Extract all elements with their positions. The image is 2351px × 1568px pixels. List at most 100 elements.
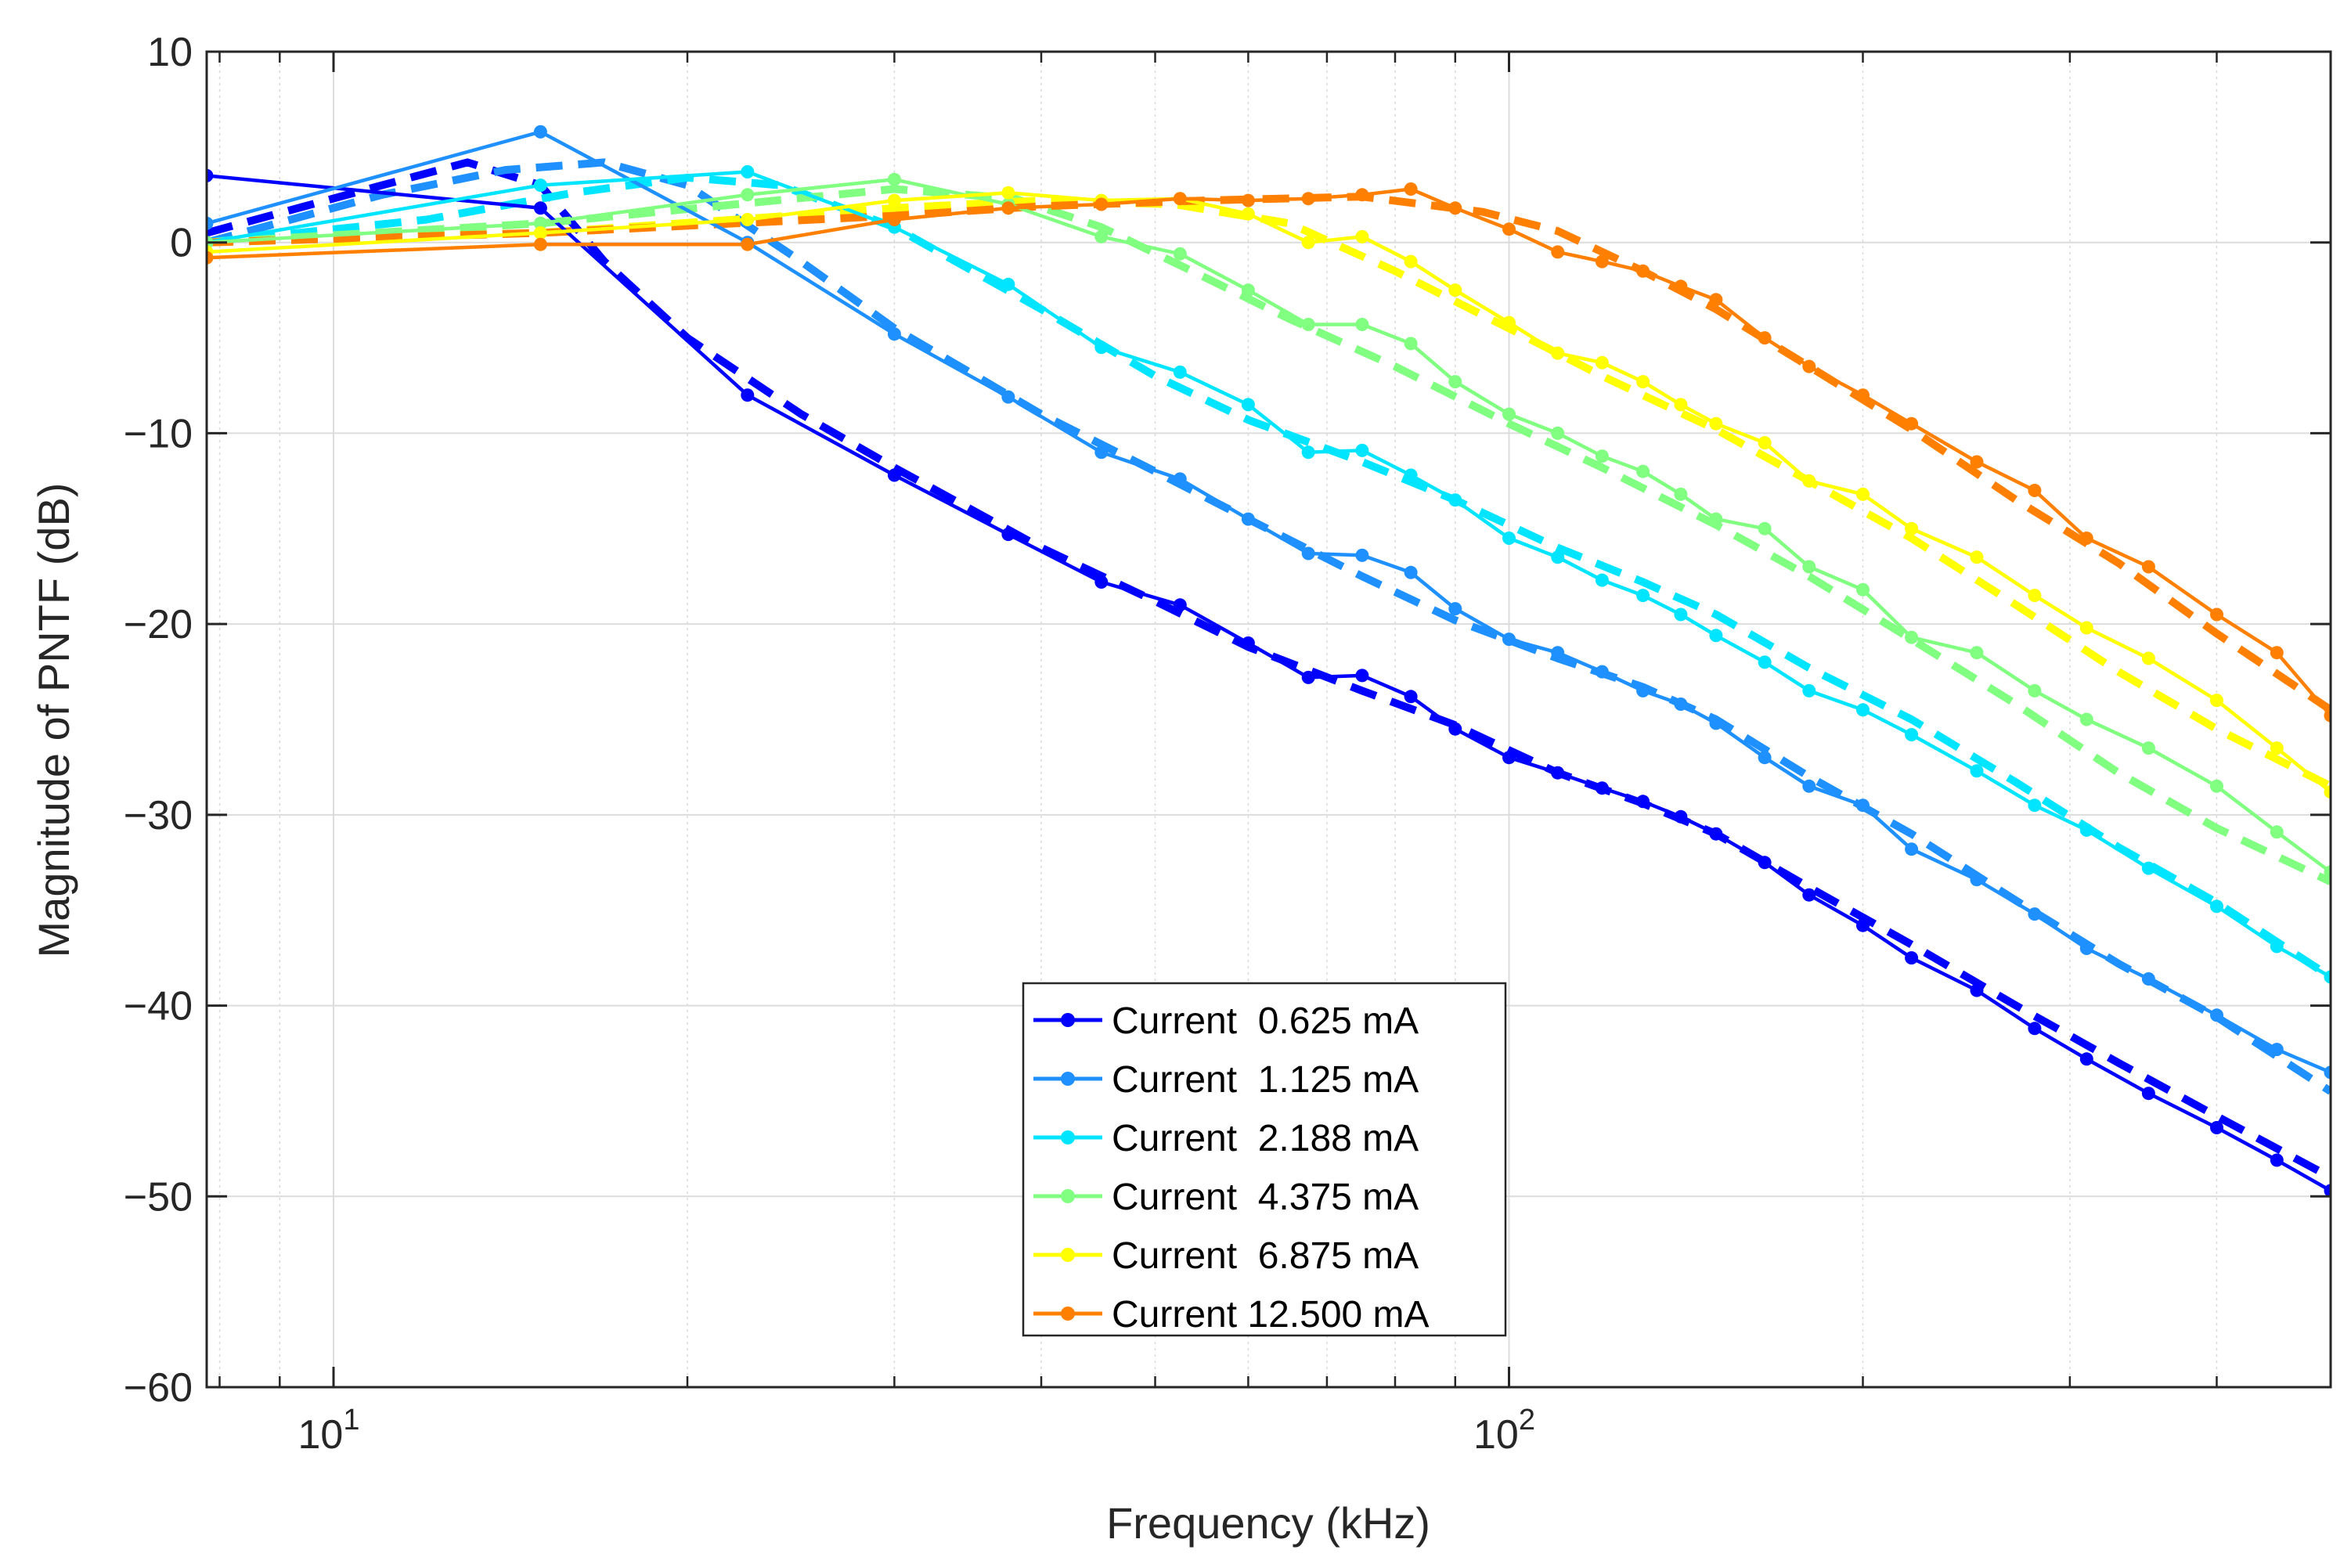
series-4-point	[741, 188, 755, 202]
series-1-point	[533, 201, 547, 215]
series-4-point	[2028, 683, 2042, 697]
series-6-point	[1502, 222, 1516, 236]
legend-label-5: Current 6.875 mA	[1112, 1235, 1419, 1277]
series-6-point	[741, 237, 755, 251]
series-4-point	[1905, 630, 1919, 644]
series-1-point	[1404, 690, 1418, 704]
series-1-point	[2210, 1121, 2223, 1134]
y-axis-label: Magnitude of PNTF (dB)	[29, 483, 78, 958]
series-2-point	[1448, 602, 1462, 616]
legend-marker-5	[1061, 1248, 1075, 1262]
legend-label-2: Current 1.125 mA	[1112, 1059, 1419, 1101]
series-2-point	[2270, 1043, 2284, 1057]
series-3-point	[2028, 798, 2042, 813]
fit-curve-fit-12-500-ma	[207, 193, 2331, 713]
series-5-point	[2028, 589, 2042, 603]
series-1-point	[1502, 751, 1516, 765]
series-2-point	[1241, 512, 1255, 526]
series-6-point	[1001, 201, 1015, 215]
series-2-point	[1758, 751, 1772, 765]
series-5-point	[2324, 785, 2331, 799]
x-axis-label: Frequency (kHz)	[1106, 1498, 1430, 1548]
series-6-point	[2210, 607, 2223, 622]
series-4-point	[1094, 229, 1109, 243]
series-1-point	[1674, 809, 1688, 824]
series-6-point	[2270, 646, 2284, 660]
series-1-point	[1355, 669, 1369, 683]
series-6-point	[887, 213, 901, 226]
ticks: 101 102 10 0 −10 −20 −30 −40 −50 −60	[124, 30, 2332, 1458]
series-6-point	[1758, 331, 1772, 345]
series-3-point	[1355, 443, 1369, 457]
series-3-point	[1502, 532, 1516, 545]
series-6-point	[1709, 293, 1723, 307]
series-1-point	[207, 168, 214, 182]
y-tick-label: −10	[124, 411, 193, 456]
x-tick-label: 102	[1473, 1404, 1535, 1458]
series-2-point	[1404, 565, 1418, 579]
series-2-point	[1301, 546, 1315, 561]
legend-marker-4	[1061, 1189, 1075, 1203]
series-2-point	[2028, 907, 2042, 921]
series-4-point	[1970, 646, 1984, 660]
series-5-point	[1802, 474, 1816, 488]
series-6-point	[1802, 359, 1816, 373]
series-4-point	[533, 216, 547, 230]
axes-box	[205, 50, 2332, 1389]
series-5-point	[1502, 315, 1516, 330]
series-5-point	[1551, 346, 1565, 360]
series-1-point	[2324, 1184, 2331, 1198]
series-1-point	[1905, 951, 1919, 965]
series-4-point	[1636, 464, 1650, 478]
series-5-point	[1355, 229, 1369, 243]
series-1-point	[2028, 1022, 2042, 1036]
series-3-point	[1551, 550, 1565, 564]
series-1-point	[2270, 1153, 2284, 1167]
legend-marker-3	[1061, 1130, 1075, 1144]
series-3-point	[1758, 655, 1772, 669]
series-5-point	[533, 226, 547, 240]
series-5-point	[1404, 254, 1418, 269]
series-5-point	[1709, 416, 1723, 431]
series-1-point	[1970, 983, 1984, 997]
series-4-point	[1802, 560, 1816, 574]
series-6-point	[2324, 708, 2331, 723]
y-tick-label: −50	[124, 1174, 193, 1220]
series-2-point	[1905, 842, 1919, 856]
series-5-point	[741, 213, 755, 226]
legend-marker-1	[1061, 1013, 1075, 1027]
series-2-point	[2324, 1065, 2331, 1080]
legend-marker-2	[1061, 1072, 1075, 1086]
series-2-point	[2141, 972, 2155, 986]
series-4-point	[2079, 712, 2093, 726]
series-3-point	[1595, 573, 1609, 587]
series-1-point	[1551, 766, 1565, 780]
series-6-point	[2028, 484, 2042, 497]
series-2-point	[1173, 472, 1187, 486]
series-3-point	[1856, 703, 1870, 717]
series-6-point	[2079, 532, 2093, 545]
series-6-point	[1636, 264, 1650, 278]
series-3-point	[1802, 683, 1816, 697]
series-1-point	[1595, 781, 1609, 795]
fit-curve-fit-4-375-ma	[207, 185, 2331, 885]
series-5-point	[2079, 621, 2093, 635]
legend-marker-6	[1061, 1307, 1075, 1321]
series-5-point	[1001, 186, 1015, 200]
series-2-point	[1674, 697, 1688, 711]
series-1-point	[1001, 528, 1015, 542]
series-2-point	[1595, 665, 1609, 679]
x-tick-label: 101	[298, 1404, 360, 1458]
series-6-point	[1595, 254, 1609, 269]
series-5-point	[1448, 283, 1462, 297]
series-4-point	[1674, 487, 1688, 501]
legend: Current 0.625 mA Current 1.125 mA Current …	[1022, 982, 1507, 1337]
series-3-point	[1970, 764, 1984, 778]
series-1-point	[1301, 670, 1315, 684]
data-layer	[207, 124, 2331, 1198]
series-6-point	[207, 251, 214, 265]
series-1-point	[2079, 1052, 2093, 1066]
series-1-point	[2141, 1087, 2155, 1101]
series-3-point	[1448, 493, 1462, 507]
series-1-point	[1802, 888, 1816, 902]
